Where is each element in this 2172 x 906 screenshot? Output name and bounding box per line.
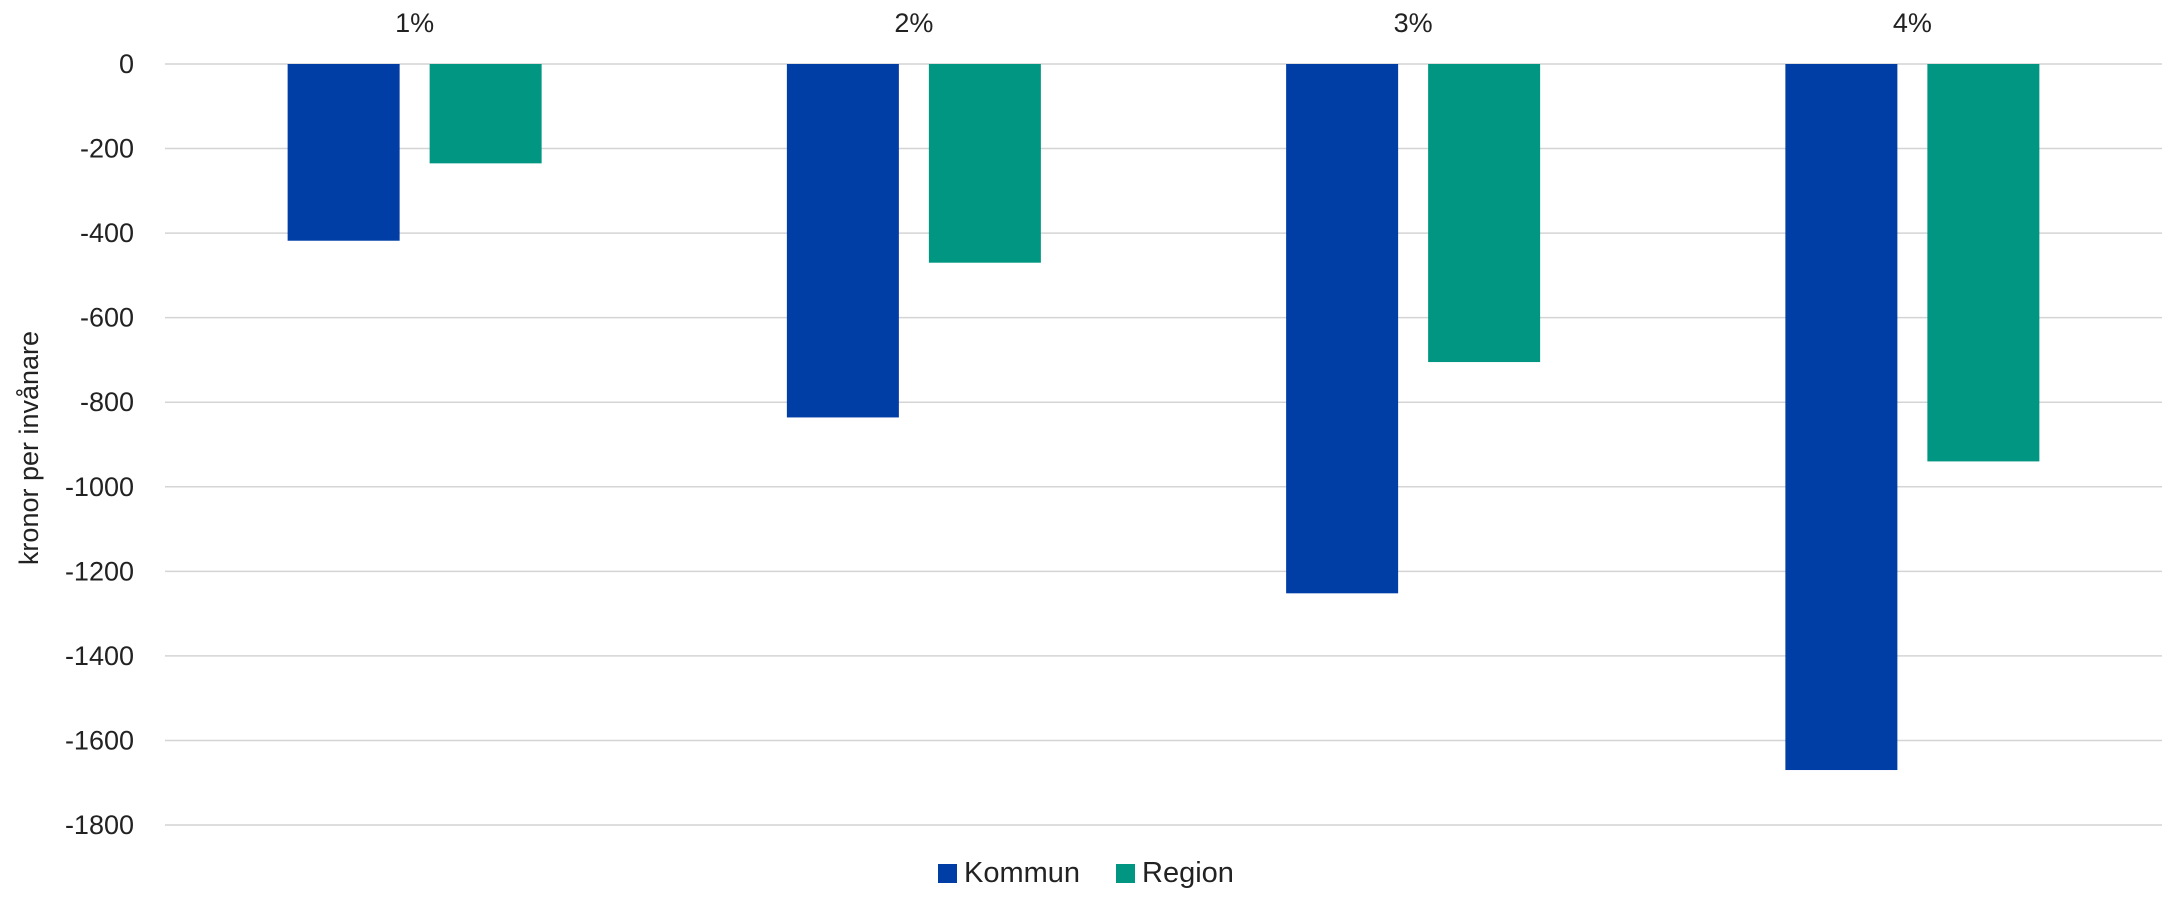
- y-tick-label: -1400: [65, 641, 134, 671]
- y-axis-ticks: 0 -200 -400 -600 -800 -1000 -1200 -1400 -1600 -18…: [65, 49, 134, 840]
- legend-swatch-region: [1116, 864, 1135, 883]
- y-tick-label: -1000: [65, 472, 134, 502]
- y-tick-label: -600: [80, 303, 134, 333]
- y-tick-label: 0: [119, 49, 134, 79]
- bar-kommun-1: [287, 64, 400, 241]
- bars: [287, 64, 2040, 771]
- y-tick-label: -800: [80, 387, 134, 417]
- bar-region-1: [429, 64, 542, 164]
- legend: Kommun Region: [938, 857, 1234, 889]
- y-tick-label: -400: [80, 218, 134, 248]
- legend-label-kommun: Kommun: [964, 857, 1080, 889]
- y-axis-title: kronor per invånare: [14, 331, 44, 565]
- bar-region-3: [1428, 64, 1541, 363]
- legend-label-region: Region: [1142, 857, 1234, 889]
- category-label: 2%: [894, 8, 933, 38]
- category-label: 4%: [1893, 8, 1932, 38]
- bar-region-2: [928, 64, 1041, 263]
- bar-kommun-3: [1286, 64, 1399, 594]
- y-tick-label: -200: [80, 134, 134, 164]
- category-labels: 1% 2% 3% 4%: [395, 8, 1932, 38]
- bar-region-4: [1927, 64, 2040, 462]
- y-tick-label: -1800: [65, 810, 134, 840]
- category-label: 3%: [1394, 8, 1433, 38]
- bar-kommun-4: [1785, 64, 1898, 771]
- category-label: 1%: [395, 8, 434, 38]
- y-tick-label: -1200: [65, 556, 134, 586]
- y-tick-label: -1600: [65, 725, 134, 755]
- legend-swatch-kommun: [938, 864, 957, 883]
- bar-kommun-2: [786, 64, 899, 418]
